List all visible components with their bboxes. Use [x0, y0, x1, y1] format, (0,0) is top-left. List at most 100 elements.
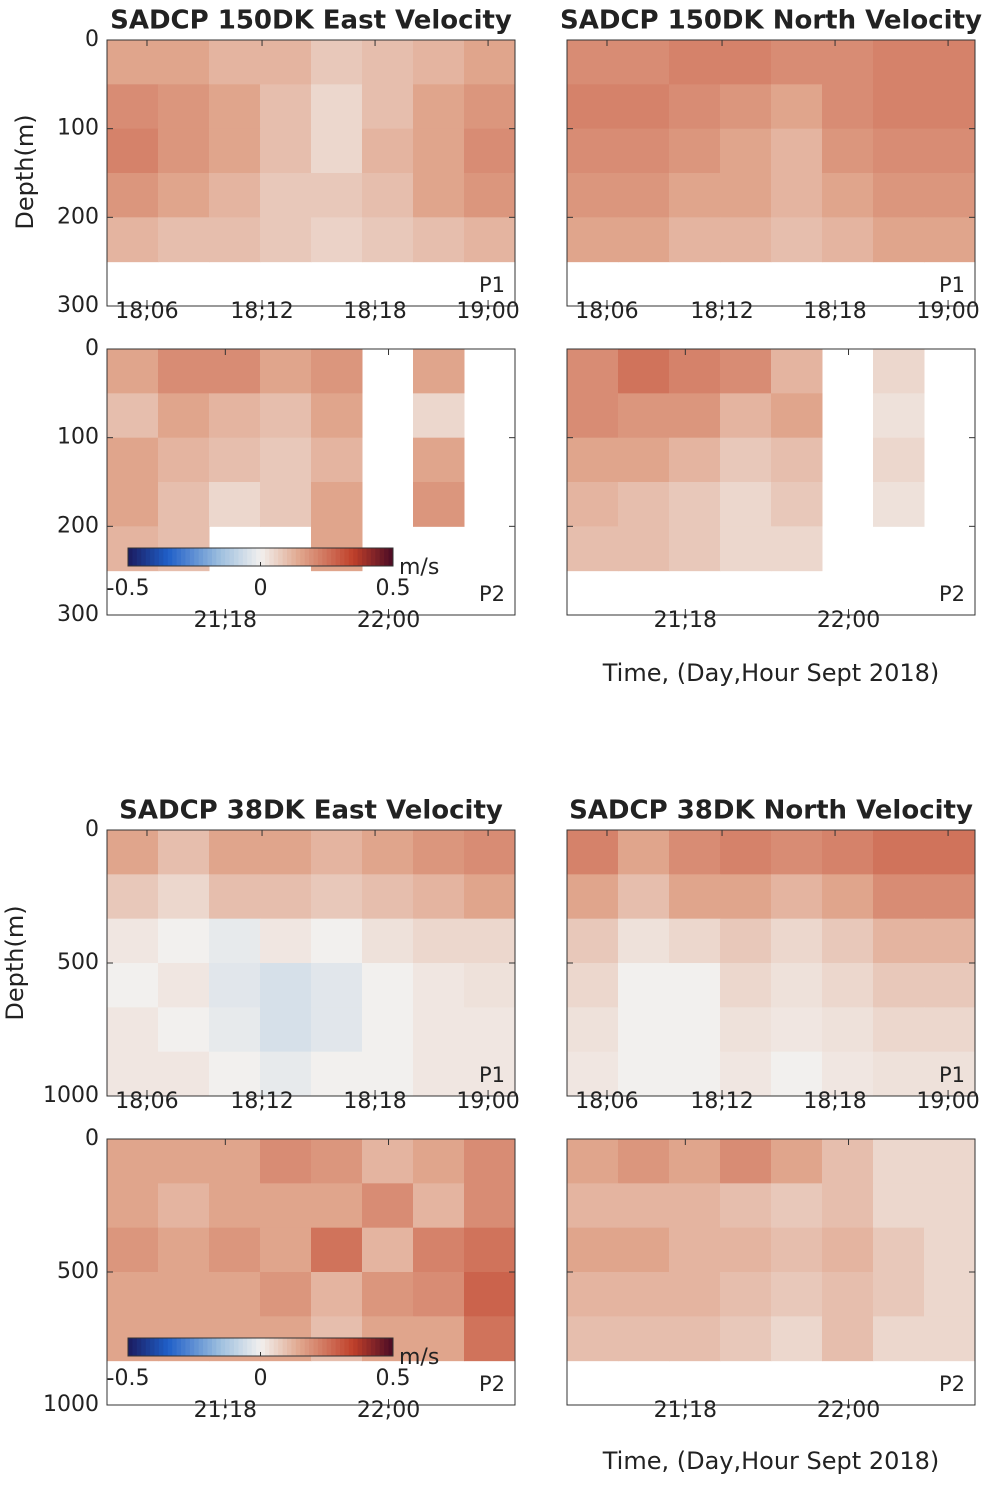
heatmap-cell	[260, 84, 312, 130]
heatmap-cell	[209, 84, 261, 130]
heatmap-cell	[464, 1139, 516, 1184]
heatmap-cell	[618, 482, 670, 527]
heatmap-cell	[618, 128, 670, 174]
heatmap-cell	[158, 918, 210, 964]
heatmap-cell	[209, 830, 261, 875]
heatmap-cell	[260, 963, 312, 1008]
heatmap-cell	[873, 128, 925, 174]
heatmap-cell	[362, 84, 414, 130]
x-tick-label: 22;00	[817, 1398, 880, 1423]
colorbar-swatch	[353, 1338, 359, 1356]
colorbar-swatch	[287, 1338, 292, 1356]
heatmap-cell	[873, 217, 925, 263]
panel-label: P1	[479, 1063, 505, 1087]
heatmap-cell	[771, 1051, 823, 1097]
heatmap-cell	[107, 1183, 159, 1229]
colorbar-swatch	[158, 548, 164, 566]
heatmap-cell	[311, 830, 363, 875]
colorbar-swatch	[353, 548, 359, 566]
heatmap-cell	[413, 1051, 465, 1097]
heatmap-cell	[260, 874, 312, 920]
heatmap-cell	[567, 1227, 619, 1273]
colorbar-swatch	[331, 548, 337, 566]
colorbar-swatch	[370, 548, 376, 566]
heatmap-cell	[311, 963, 363, 1008]
heatmap-cell	[669, 40, 721, 85]
colorbar-swatch	[220, 1338, 226, 1356]
heatmap-cell	[311, 40, 363, 85]
heatmap-cell	[311, 918, 363, 964]
heatmap-cell	[822, 128, 874, 174]
x-tick-label: 22;00	[817, 608, 880, 633]
heatmap-cell	[413, 482, 465, 527]
colorbar-swatch	[242, 1338, 248, 1356]
heatmap-cell	[362, 963, 414, 1008]
colorbar-swatch	[211, 548, 217, 566]
y-tick-label: 100	[57, 425, 99, 450]
heatmap-cell	[771, 963, 823, 1008]
heatmap-cell	[567, 217, 619, 263]
colorbar-swatch	[331, 1338, 337, 1356]
heatmap-cell	[362, 1183, 414, 1229]
colorbar-swatch	[384, 1338, 390, 1356]
heatmap-cell	[618, 1183, 670, 1229]
heatmap-cell	[873, 84, 925, 130]
heatmap-cell	[260, 830, 312, 875]
heatmap-cell	[158, 40, 210, 85]
colorbar-swatch	[269, 1338, 275, 1356]
heatmap-cell	[669, 1272, 721, 1317]
heatmap-cell	[720, 1139, 772, 1184]
colorbar-swatch	[340, 548, 345, 566]
colorbar-swatch	[145, 548, 151, 566]
colorbar-swatch	[176, 1338, 182, 1356]
heatmap-cell	[209, 963, 261, 1008]
heatmap-cell	[158, 437, 210, 483]
colorbar-swatch	[216, 548, 222, 566]
colorbar-swatch	[300, 548, 306, 566]
heatmap-cell	[771, 393, 823, 439]
x-tick-label: 22;00	[357, 1398, 420, 1423]
x-tick-label: 18;12	[230, 1089, 293, 1114]
colorbar-swatch	[189, 1338, 195, 1356]
heatmap-cell	[720, 437, 772, 483]
heatmap-cell	[158, 482, 210, 527]
heatmap-cell	[618, 393, 670, 439]
colorbar-swatch	[242, 548, 248, 566]
colorbar-swatch	[216, 1338, 222, 1356]
heatmap-cell	[158, 1183, 210, 1229]
heatmap-cell	[924, 1272, 976, 1317]
heatmap-cell	[720, 1272, 772, 1317]
heatmap-cell	[618, 1139, 670, 1184]
heatmap-cell	[158, 128, 210, 174]
heatmap-cell	[311, 1051, 363, 1097]
heatmap-cell	[209, 918, 261, 964]
panel-label: P1	[939, 1063, 965, 1087]
heatmap-cell	[311, 84, 363, 130]
heatmap-cell	[618, 526, 670, 572]
x-tick-label: 21;18	[654, 608, 717, 633]
heatmap-cell	[924, 1227, 976, 1273]
colorbar-swatch	[375, 1338, 381, 1356]
heatmap-cell	[669, 1007, 721, 1053]
heatmap-cell	[924, 1316, 976, 1362]
heatmap-cell	[107, 1007, 159, 1053]
axes-frame	[106, 39, 516, 307]
heatmap-cell	[822, 1316, 874, 1362]
colorbar-swatch	[291, 1338, 297, 1356]
heatmap-cell	[822, 40, 874, 85]
colorbar-swatch	[304, 548, 310, 566]
heatmap-cell	[413, 1183, 465, 1229]
colorbar-swatch	[158, 1338, 164, 1356]
colorbar-swatch	[384, 548, 390, 566]
heatmap-cell	[464, 1183, 516, 1229]
heatmap-cell	[311, 173, 363, 218]
heatmap-cell	[567, 918, 619, 964]
colorbar-swatch	[167, 1338, 173, 1356]
heatmap-cell	[924, 1183, 976, 1229]
colorbar-swatch	[154, 548, 160, 566]
x-axis-label: Time, (Day,Hour Sept 2018)	[602, 1447, 940, 1475]
y-tick-label: 200	[57, 204, 99, 229]
heatmap-cell	[720, 1007, 772, 1053]
heatmap-cell	[260, 1139, 312, 1184]
heatmap-cell	[209, 1227, 261, 1273]
